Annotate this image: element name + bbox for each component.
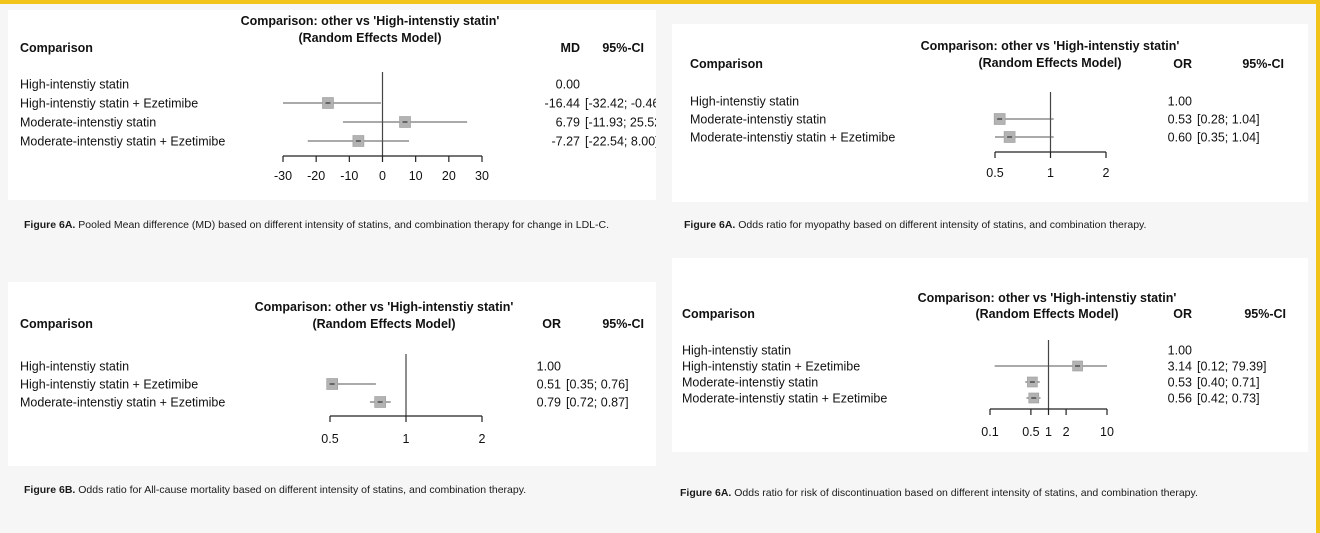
- column-header-comparison: Comparison: [20, 317, 93, 331]
- x-tick-label: 30: [475, 169, 489, 183]
- column-header-effect: MD: [561, 41, 580, 55]
- row-label: High-intenstiy statin + Ezetimibe: [20, 378, 198, 392]
- column-header-effect: OR: [1173, 307, 1192, 321]
- row-estimate: 0.60: [1168, 131, 1192, 145]
- column-header-ci: 95%-CI: [602, 317, 644, 331]
- x-tick-label: 1: [1047, 166, 1054, 180]
- row-label: High-intenstiy statin: [20, 360, 129, 374]
- row-label: High-intenstiy statin: [682, 344, 791, 358]
- row-estimate: -7.27: [552, 135, 581, 149]
- column-header-ci: 95%-CI: [602, 41, 644, 55]
- column-header-ci: 95%-CI: [1242, 57, 1284, 71]
- forest-plot-myopathy: Comparison: other vs 'High-intenstiy sta…: [690, 39, 1284, 180]
- forest-panel-mortality: Comparison: other vs 'High-intenstiy sta…: [8, 282, 656, 466]
- row-estimate: 1.00: [537, 360, 561, 374]
- row-label: Moderate-intenstiy statin: [682, 376, 818, 390]
- x-tick-label: 20: [442, 169, 456, 183]
- x-tick-label: 10: [1100, 425, 1114, 439]
- column-header-effect: OR: [1173, 57, 1192, 71]
- row-ci: [0.12; 79.39]: [1197, 360, 1267, 374]
- column-header-effect: OR: [542, 317, 561, 331]
- row-ci: [0.35; 0.76]: [566, 378, 629, 392]
- caption-label: Figure 6A.: [24, 219, 76, 231]
- caption-text: Odds ratio for myopathy based on differe…: [735, 219, 1147, 231]
- row-estimate: 0.00: [556, 78, 580, 92]
- row-estimate: -16.44: [545, 97, 580, 111]
- row-estimate: 0.53: [1168, 376, 1192, 390]
- row-ci: [0.40; 0.71]: [1197, 376, 1260, 390]
- caption-label: Figure 6B.: [24, 484, 76, 496]
- chart-title: Comparison: other vs 'High-intenstiy sta…: [241, 14, 500, 28]
- chart-subtitle: (Random Effects Model): [978, 56, 1121, 70]
- column-header-ci: 95%-CI: [1244, 307, 1286, 321]
- row-label: Moderate-intenstiy statin + Ezetimibe: [682, 392, 887, 406]
- x-tick-label: -20: [307, 169, 325, 183]
- row-estimate: 6.79: [556, 116, 580, 130]
- caption-label: Figure 6A.: [684, 219, 736, 231]
- row-label: Moderate-intenstiy statin + Ezetimibe: [20, 396, 225, 410]
- chart-subtitle: (Random Effects Model): [298, 31, 441, 45]
- row-label: Moderate-intenstiy statin: [20, 116, 156, 130]
- row-ci: [0.72; 0.87]: [566, 396, 629, 410]
- row-ci: [0.35; 1.04]: [1197, 131, 1260, 145]
- forest-panel-ldl: Comparison: other vs 'High-intenstiy sta…: [8, 10, 656, 200]
- x-tick-label: 2: [479, 432, 486, 446]
- row-estimate: 0.53: [1168, 113, 1192, 127]
- forest-panel-discontinuation: Comparison: other vs 'High-intenstiy sta…: [672, 258, 1308, 452]
- row-label: Moderate-intenstiy statin + Ezetimibe: [20, 135, 225, 149]
- chart-title: Comparison: other vs 'High-intenstiy sta…: [918, 291, 1177, 305]
- row-estimate: 0.51: [537, 378, 561, 392]
- x-tick-label: 1: [403, 432, 410, 446]
- x-tick-label: 10: [409, 169, 423, 183]
- row-label: High-intenstiy statin: [20, 78, 129, 92]
- row-estimate: 3.14: [1168, 360, 1192, 374]
- row-estimate: 0.79: [537, 396, 561, 410]
- caption-text: Odds ratio for All-cause mortality based…: [75, 484, 527, 496]
- x-tick-label: 2: [1103, 166, 1110, 180]
- chart-subtitle: (Random Effects Model): [975, 307, 1118, 321]
- caption-text: Pooled Mean difference (MD) based on dif…: [75, 219, 610, 231]
- row-estimate: 0.56: [1168, 392, 1192, 406]
- caption-myopathy: Figure 6A. Odds ratio for myopathy based…: [684, 218, 1304, 233]
- caption-label: Figure 6A.: [680, 487, 732, 499]
- x-tick-label: 0.5: [986, 166, 1003, 180]
- x-tick-label: -30: [274, 169, 292, 183]
- caption-discontinuation: Figure 6A. Odds ratio for risk of discon…: [680, 486, 1305, 501]
- x-tick-label: 1: [1045, 425, 1052, 439]
- chart-subtitle: (Random Effects Model): [312, 317, 455, 331]
- chart-title: Comparison: other vs 'High-intenstiy sta…: [255, 300, 514, 314]
- row-ci: [0.28; 1.04]: [1197, 113, 1260, 127]
- x-tick-label: 0.5: [1022, 425, 1039, 439]
- row-ci: [0.42; 0.73]: [1197, 392, 1260, 406]
- forest-plot-mortality: Comparison: other vs 'High-intenstiy sta…: [20, 300, 644, 446]
- forest-plot-discontinuation: Comparison: other vs 'High-intenstiy sta…: [682, 291, 1286, 439]
- row-label: High-intenstiy statin + Ezetimibe: [682, 360, 860, 374]
- row-estimate: 1.00: [1168, 344, 1192, 358]
- row-label: Moderate-intenstiy statin: [690, 113, 826, 127]
- forest-plot-ldl: Comparison: other vs 'High-intenstiy sta…: [20, 14, 656, 183]
- caption-mortality: Figure 6B. Odds ratio for All-cause mort…: [24, 483, 644, 498]
- chart-title: Comparison: other vs 'High-intenstiy sta…: [921, 39, 1180, 53]
- x-tick-label: 0: [379, 169, 386, 183]
- row-estimate: 1.00: [1168, 95, 1192, 109]
- caption-text: Odds ratio for risk of discontinuation b…: [731, 487, 1198, 499]
- x-tick-label: 2: [1063, 425, 1070, 439]
- forest-panel-myopathy: Comparison: other vs 'High-intenstiy sta…: [672, 24, 1308, 202]
- row-label: Moderate-intenstiy statin + Ezetimibe: [690, 131, 895, 145]
- caption-ldl: Figure 6A. Pooled Mean difference (MD) b…: [24, 218, 644, 233]
- column-header-comparison: Comparison: [20, 41, 93, 55]
- x-tick-label: -10: [340, 169, 358, 183]
- row-ci: [-22.54; 8.00]: [585, 135, 656, 149]
- column-header-comparison: Comparison: [690, 57, 763, 71]
- row-ci: [-32.42; -0.46]: [585, 97, 656, 111]
- column-header-comparison: Comparison: [682, 307, 755, 321]
- row-label: High-intenstiy statin: [690, 95, 799, 109]
- row-ci: [-11.93; 25.52]: [585, 116, 656, 130]
- row-label: High-intenstiy statin + Ezetimibe: [20, 97, 198, 111]
- x-tick-label: 0.1: [981, 425, 998, 439]
- x-tick-label: 0.5: [321, 432, 338, 446]
